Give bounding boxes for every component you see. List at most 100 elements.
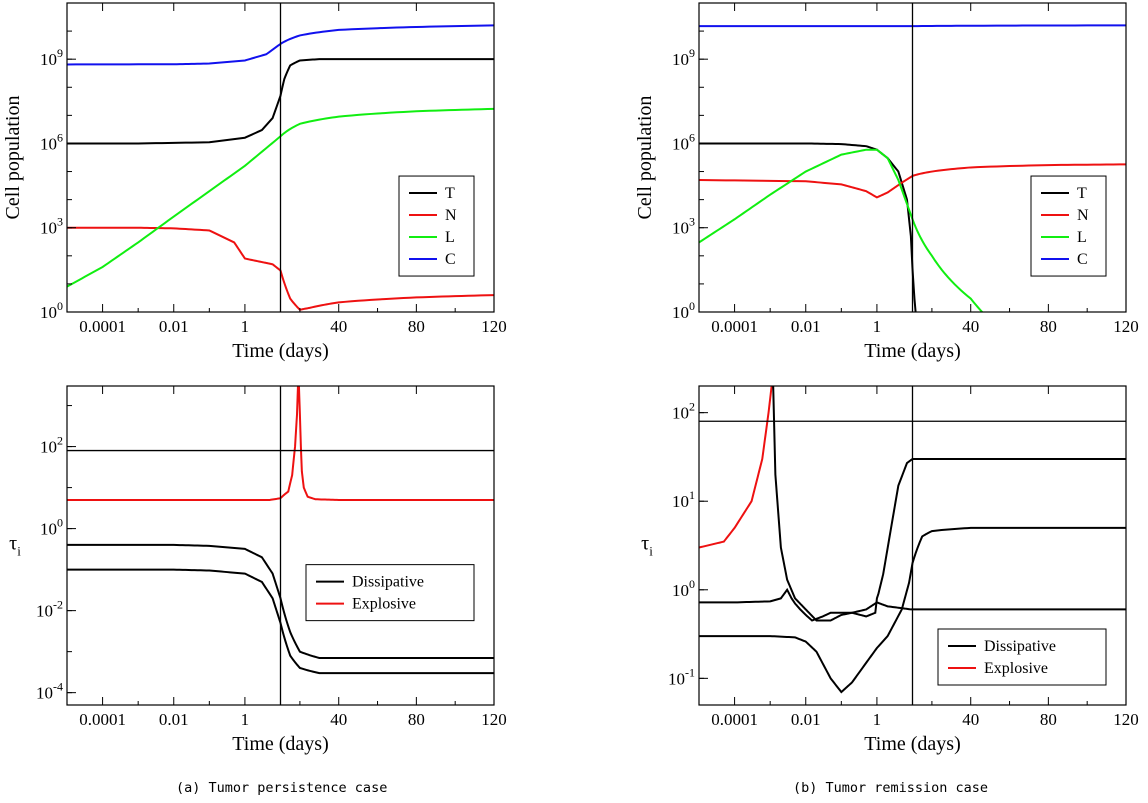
y-tick-base: 10 [40, 520, 57, 539]
y-tick-base: 10 [672, 303, 689, 322]
y-tick-exponent: 0 [57, 516, 63, 530]
y-tick-base: 10 [36, 684, 53, 703]
x-tick-label: 80 [408, 710, 425, 729]
y-tick-exponent: -1 [685, 665, 695, 679]
x-tick-label: 0.01 [159, 710, 189, 729]
series-line-n-1 [67, 226, 494, 311]
series-line-dissipative-1 [67, 568, 494, 675]
y-tick-label: 109 [672, 46, 695, 69]
legend-label-l: L [445, 229, 455, 246]
y-axis-title: τi [9, 533, 21, 559]
x-tick-label: 1 [873, 710, 882, 729]
y-tick-label: 100 [40, 299, 63, 322]
x-axis-title: Time (days) [864, 733, 960, 755]
x-tick-label: 0.01 [791, 317, 821, 336]
x-tick-label: 0.01 [791, 710, 821, 729]
y-tick-exponent: 2 [57, 434, 63, 448]
y-axis-subscript: i [17, 544, 21, 559]
legend-label-t: T [1077, 185, 1087, 202]
x-tick-label: 120 [481, 710, 507, 729]
legend-label-n: N [1077, 207, 1089, 224]
y-tick-exponent: -4 [53, 680, 63, 694]
series-line-l-2 [699, 148, 984, 312]
series-line-c-3 [67, 24, 494, 66]
series-line-dissipative-0 [67, 543, 494, 659]
y-tick-exponent: 0 [689, 577, 695, 591]
x-axis-title: Time (days) [232, 733, 328, 755]
caption-left: (a) Tumor persistence case [176, 780, 388, 796]
x-tick-label: 40 [962, 317, 979, 336]
y-tick-label: 10-4 [36, 680, 63, 703]
y-tick-base: 10 [40, 50, 57, 69]
y-tick-base: 10 [36, 602, 53, 621]
x-tick-label: 0.0001 [79, 710, 126, 729]
x-tick-label: 120 [1113, 710, 1139, 729]
y-tick-exponent: 2 [689, 400, 695, 414]
y-tick-label: 10-1 [668, 665, 695, 688]
legend-box [1030, 175, 1107, 277]
y-tick-label: 103 [40, 215, 63, 238]
x-tick-label: 0.01 [159, 317, 189, 336]
y-tick-base: 10 [672, 134, 689, 153]
y-tick-base: 10 [672, 219, 689, 238]
y-tick-base: 10 [672, 492, 689, 511]
caption-right: (b) Tumor remission case [793, 780, 989, 796]
y-tick-base: 10 [40, 134, 57, 153]
legend-label-dissipative: Dissipative [352, 574, 424, 591]
x-tick-label: 120 [1113, 317, 1139, 336]
y-tick-label: 103 [672, 215, 695, 238]
x-tick-label: 1 [241, 317, 250, 336]
x-tick-label: 80 [1040, 317, 1057, 336]
legend-label-dissipative: Dissipative [984, 638, 1056, 655]
y-axis-title: τi [641, 533, 653, 559]
y-axis-symbol: τ [9, 533, 17, 555]
x-tick-label: 40 [330, 317, 347, 336]
y-tick-label: 106 [672, 130, 695, 153]
legend-label-n: N [445, 207, 457, 224]
legend-box [937, 628, 1107, 686]
x-tick-label: 40 [330, 710, 347, 729]
x-tick-label: 1 [241, 710, 250, 729]
y-tick-exponent: 9 [689, 46, 695, 60]
legend-label-t: T [445, 185, 455, 202]
y-tick-label: 100 [672, 299, 695, 322]
y-tick-base: 10 [672, 404, 689, 423]
x-tick-label: 80 [1040, 710, 1057, 729]
legend-box [305, 564, 475, 622]
y-tick-exponent: 6 [57, 130, 63, 144]
y-tick-exponent: 0 [689, 299, 695, 313]
x-tick-label: 0.0001 [79, 317, 126, 336]
legend-label-explosive: Explosive [984, 660, 1048, 677]
y-axis-title: Cell population [634, 96, 656, 220]
y-axis-title: Cell population [2, 96, 24, 220]
legend-box [398, 175, 475, 277]
y-tick-base: 10 [672, 50, 689, 69]
y-tick-base: 10 [40, 219, 57, 238]
x-tick-label: 0.0001 [711, 317, 758, 336]
x-tick-label: 120 [481, 317, 507, 336]
legend: Dissipative Explosive [305, 564, 475, 622]
legend-label-explosive: Explosive [352, 596, 416, 613]
y-tick-label: 100 [672, 577, 695, 600]
y-axis-subscript: i [649, 544, 653, 559]
y-tick-label: 101 [672, 488, 695, 511]
y-tick-exponent: 6 [689, 130, 695, 144]
y-tick-exponent: 3 [57, 215, 63, 229]
x-axis-title: Time (days) [864, 340, 960, 362]
legend-label-c: C [445, 251, 456, 268]
y-tick-exponent: 0 [57, 299, 63, 313]
y-tick-label: 102 [40, 434, 63, 457]
series-line-dissipative-2 [699, 587, 1126, 622]
y-tick-base: 10 [40, 303, 57, 322]
y-tick-label: 109 [40, 46, 63, 69]
y-tick-exponent: 3 [689, 215, 695, 229]
series-line-explosive-2 [67, 386, 494, 501]
y-tick-label: 102 [672, 400, 695, 423]
y-tick-label: 106 [40, 130, 63, 153]
